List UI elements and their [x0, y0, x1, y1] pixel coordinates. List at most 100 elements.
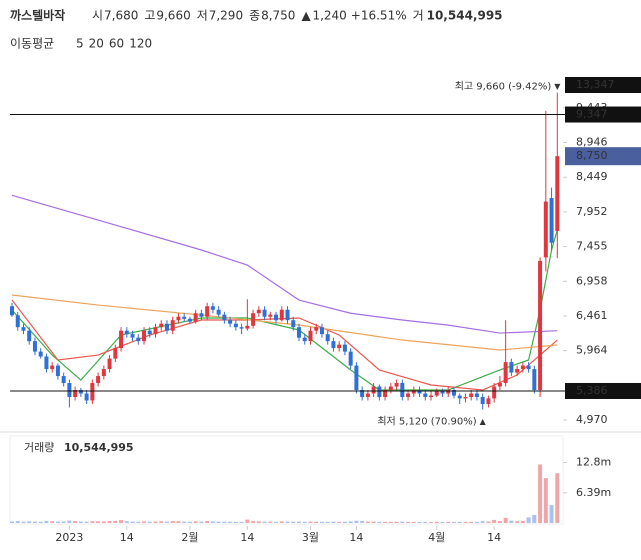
volume-bar	[124, 521, 129, 523]
top-badge	[565, 77, 641, 93]
candle-body	[371, 386, 376, 394]
volume-bar	[543, 478, 548, 523]
x-tick-label: 14	[240, 531, 254, 544]
y-tick-label: 6,958	[576, 274, 608, 287]
volume-bar	[400, 521, 405, 523]
candle-body	[388, 386, 393, 391]
candle-body	[216, 309, 221, 315]
volume-bar	[164, 521, 169, 523]
volume-bar	[291, 521, 296, 523]
candle-body	[509, 362, 514, 373]
volume-bar	[251, 521, 256, 523]
min-annotation: 최저 5,120 (70.90%)	[377, 416, 476, 428]
volume-bar	[187, 521, 192, 523]
volume-bar	[55, 521, 60, 523]
volume-bar	[509, 520, 514, 523]
volume-bar	[130, 521, 135, 523]
change-pct: +16.51%	[351, 9, 407, 23]
volume-bar	[520, 521, 525, 523]
legend-entry: 120	[129, 37, 152, 51]
candle-body	[78, 390, 83, 394]
volume-tick-label: 6.39m	[576, 486, 611, 499]
volume-bar	[27, 521, 32, 523]
volume-bar	[297, 521, 301, 523]
volume-bar	[153, 521, 158, 523]
candle-body	[457, 395, 462, 399]
volume-bar	[319, 521, 324, 523]
volume-bar	[222, 521, 227, 523]
candle-body	[10, 306, 14, 316]
y-tick-label: 8,946	[576, 136, 608, 149]
y-tick-label: 7,455	[576, 240, 608, 253]
candle-body	[400, 383, 405, 397]
candle-body	[142, 330, 147, 342]
stat-value: 7,290	[209, 9, 243, 23]
candle-body	[354, 365, 359, 391]
volume-bar	[136, 521, 141, 523]
volume-bar	[44, 520, 49, 523]
candle-body	[182, 316, 187, 319]
volume-bar	[262, 521, 267, 523]
x-tick-label: 14	[349, 531, 363, 544]
candle-body	[27, 330, 32, 342]
y-tick-label: 6,461	[576, 309, 608, 322]
candle-body	[15, 315, 20, 328]
candle-body	[469, 393, 474, 397]
volume-bar	[67, 520, 72, 523]
volume-bar	[331, 521, 336, 523]
candle-body	[348, 351, 353, 366]
max-annotation: 최고 9,660 (-9.42%)	[455, 81, 552, 93]
candle-body	[228, 320, 233, 324]
volume-bar	[268, 521, 273, 523]
volume-bar	[497, 521, 502, 523]
volume-bar	[314, 521, 319, 523]
candle-body	[90, 383, 95, 401]
volume-bar	[434, 521, 439, 523]
candle-body	[325, 334, 330, 342]
candle-body	[50, 365, 55, 370]
volume-bar	[199, 521, 204, 523]
header: 까스텔바작	[10, 8, 65, 23]
candle-body	[136, 337, 141, 342]
volume-bar	[279, 521, 284, 523]
candle-body	[319, 327, 324, 335]
volume-bar	[302, 521, 307, 523]
moving-average	[11, 194, 558, 334]
volume-bar	[193, 521, 198, 523]
volume-bar	[101, 521, 106, 523]
volume-bar	[107, 521, 112, 523]
legend-title: 이동평균	[10, 37, 54, 51]
candle-body	[262, 309, 267, 317]
moving-average	[11, 299, 558, 391]
volume-bar	[147, 521, 152, 523]
candle-body	[451, 390, 456, 396]
volume-bar	[388, 521, 393, 523]
volume-bar	[32, 521, 37, 523]
candle-body	[538, 260, 543, 391]
volume-bar	[446, 521, 451, 523]
volume-bar	[285, 521, 290, 523]
volume-bar	[429, 521, 434, 523]
candle-body	[32, 341, 37, 352]
stat-value: 8,750	[261, 9, 295, 23]
candle-body	[193, 313, 198, 322]
price-badge	[565, 106, 641, 123]
stat-label: 종	[249, 9, 260, 23]
current-price-label: 8,750	[576, 149, 608, 162]
candle-body	[463, 396, 468, 399]
candle-body	[360, 390, 365, 397]
volume-bar	[90, 521, 95, 523]
candle-body	[268, 314, 273, 317]
volume-bar	[451, 521, 456, 523]
max-marker: ▼	[554, 82, 561, 91]
volume-bar	[10, 521, 14, 523]
volume-tick-label: 12.8m	[576, 456, 611, 469]
volume-bar	[503, 517, 508, 523]
volume-bar	[119, 520, 124, 523]
candle-body	[486, 398, 491, 404]
volume-bar	[21, 521, 26, 523]
stock-name: 까스텔바작	[10, 8, 65, 23]
price-badge-label: 9,347	[576, 108, 608, 121]
